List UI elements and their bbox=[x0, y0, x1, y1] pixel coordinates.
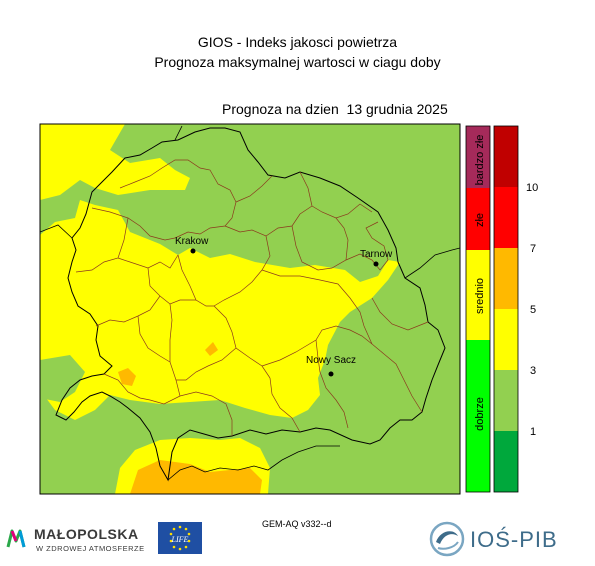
model-version-label: GEM-AQ v332--d bbox=[262, 519, 332, 529]
category-label-moderate: srednio bbox=[474, 278, 486, 314]
scale-band-3 bbox=[494, 309, 518, 370]
scale-tick-10: 10 bbox=[526, 182, 538, 194]
malopolska-logo: MAŁOPOLSKA W ZDROWEJ ATMOSFERZE bbox=[6, 524, 156, 560]
city-nowy-sacz: Nowy Sacz bbox=[306, 355, 356, 377]
yellow-zone-northwest bbox=[40, 124, 190, 200]
scale-tick-5: 5 bbox=[530, 304, 536, 316]
map-area: Krakow Tarnow Nowy Sacz bbox=[40, 124, 460, 494]
ios-pib-mark-icon bbox=[429, 521, 465, 557]
city-label-tarnow: Tarnow bbox=[360, 249, 393, 260]
scale-band-1 bbox=[494, 431, 518, 492]
category-legend: bardzo złe złe srednio dobrze bbox=[465, 125, 491, 493]
neighbor-boundary-north bbox=[174, 125, 183, 141]
eu-life-text: LIFE bbox=[171, 535, 189, 544]
city-tarnow: Tarnow bbox=[360, 249, 393, 267]
scale-band-2 bbox=[494, 370, 518, 431]
index-scale: 1 3 5 7 10 bbox=[493, 125, 538, 493]
scale-tick-3: 3 bbox=[530, 365, 536, 377]
scale-band-6 bbox=[494, 126, 518, 187]
scale-band-5 bbox=[494, 187, 518, 248]
malopolska-mark-icon bbox=[6, 529, 26, 548]
ios-pib-name: IOŚ-PIB bbox=[470, 527, 558, 552]
eu-life-logo: LIFE bbox=[158, 522, 202, 554]
scale-tick-7: 7 bbox=[530, 243, 536, 255]
category-label-very-bad: bardzo złe bbox=[474, 135, 486, 186]
orange-zone-south bbox=[130, 460, 262, 494]
scale-band-4 bbox=[494, 248, 518, 309]
category-swatch-moderate bbox=[466, 250, 490, 340]
scale-tick-1: 1 bbox=[530, 426, 536, 438]
yellow-zone-central bbox=[40, 200, 400, 420]
map-title-line2: Prognoza maksymalnej wartosci w ciagu do… bbox=[154, 54, 441, 70]
category-swatch-good bbox=[466, 340, 490, 492]
category-label-good: dobrze bbox=[474, 397, 486, 431]
category-swatch-bad bbox=[466, 188, 490, 250]
orange-spot-west bbox=[118, 368, 136, 386]
neighbor-boundary-east bbox=[404, 247, 460, 279]
orange-spot-center bbox=[205, 342, 218, 356]
category-swatch-very-bad bbox=[466, 126, 490, 188]
malopolska-tagline: W ZDROWEJ ATMOSFERZE bbox=[36, 544, 145, 553]
green-patch-southwest bbox=[40, 355, 85, 402]
category-label-bad: złe bbox=[474, 213, 486, 227]
city-label-nowy-sacz: Nowy Sacz bbox=[306, 355, 356, 366]
city-label-krakow: Krakow bbox=[175, 236, 209, 247]
map-frame bbox=[39, 123, 461, 495]
district-boundaries bbox=[75, 159, 429, 436]
neighbor-boundary-west bbox=[40, 224, 73, 239]
forecast-date: Prognoza na dzien 13 grudnia 2025 bbox=[222, 101, 448, 117]
map-title-line1: GIOS - Indeks jakosci powietrza bbox=[197, 34, 398, 50]
state-border-south bbox=[167, 445, 340, 481]
malopolska-name: MAŁOPOLSKA bbox=[34, 526, 139, 542]
city-krakow: Krakow bbox=[175, 236, 209, 254]
